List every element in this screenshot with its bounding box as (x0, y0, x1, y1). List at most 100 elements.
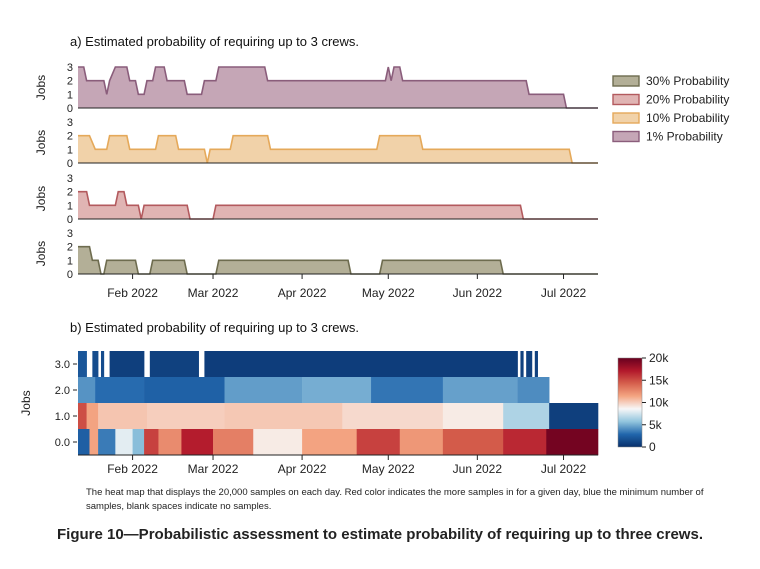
heatmap-cell (371, 377, 444, 404)
y-tick-label: 0.0 (55, 437, 70, 449)
heatmap-cell (517, 377, 550, 404)
y-tick-label: 2.0 (55, 385, 70, 397)
y-axis-label: Jobs (34, 241, 48, 266)
legend-label-p30: 30% Probability (646, 74, 729, 88)
legend-swatch-p1 (612, 130, 640, 143)
legend-label-p1: 1% Probability (646, 130, 723, 144)
chart-a-x-axis: Feb 2022 Mar 2022 Apr 2022 May 2022 Jun 2022… (107, 274, 587, 300)
line-p30 (78, 245, 598, 275)
chart-b-heatmap (78, 351, 599, 456)
y-tick-label: 1.0 (55, 411, 70, 423)
heatmap-cell (534, 351, 538, 378)
y-tick-label: 3 (67, 62, 73, 74)
heatmap-cell (526, 351, 533, 378)
x-tick-label: Mar 2022 (188, 286, 239, 300)
x-tick-label: Apr 2022 (278, 462, 327, 476)
y-tick-label: 1 (67, 144, 73, 156)
heatmap-cell (146, 403, 225, 430)
x-tick-label: Jun 2022 (453, 462, 503, 476)
heatmap-cell (204, 351, 518, 378)
heatmap-cell (78, 429, 90, 456)
heatmap-cell (98, 403, 148, 430)
y-tick-label: 3 (67, 228, 73, 240)
y-tick-label: 3 (67, 117, 73, 129)
y-tick-label: 1 (67, 89, 73, 101)
heatmap-cell (442, 377, 518, 404)
colorbar-gradient (617, 357, 643, 448)
chart-b-colorbar: 0 5k 10k 15k 20k (617, 351, 669, 454)
heatmap-cell (503, 429, 547, 456)
heatmap-cell (92, 351, 99, 378)
legend-swatch-p20 (612, 93, 640, 106)
legend-swatch-p30 (612, 75, 640, 87)
colorbar-tick-label: 5k (649, 418, 663, 432)
y-tick-label: 2 (67, 76, 73, 88)
x-tick-label: Jul 2022 (541, 462, 587, 476)
x-tick-label: Jun 2022 (453, 286, 503, 300)
y-tick-label: 1 (67, 255, 73, 267)
heatmap-cell (442, 403, 504, 430)
heatmap-cell (149, 351, 199, 378)
chart-b-y-axis: 0.0 1.0 2.0 3.0 Jobs (19, 359, 77, 449)
y-tick-label: 3.0 (55, 359, 70, 371)
y-tick-label: 3 (67, 173, 73, 185)
heatmap-cell (86, 403, 99, 430)
chart-a-legend: 30% Probability 20% Probability 10% Probab… (612, 74, 729, 144)
y-tick-label: 2 (67, 187, 73, 199)
heatmap-cell (78, 403, 87, 430)
y-tick-label: 0 (67, 269, 73, 281)
heatmap-row-1.0 (78, 403, 599, 430)
heatmap-cell (399, 429, 444, 456)
y-tick-label: 0 (67, 158, 73, 170)
heatmap-cell (302, 377, 372, 404)
heatmap-cell (546, 429, 599, 456)
heatmap-cell (115, 429, 133, 456)
y-tick-label: 2 (67, 131, 73, 143)
line-p1 (78, 66, 598, 109)
y-tick-label: 2 (67, 242, 73, 254)
heatmap-row-3.0 (78, 351, 538, 378)
y-tick-label: 1 (67, 200, 73, 212)
y-axis-label: Jobs (34, 186, 48, 211)
panel-p20: Jobs 0 12 3 (34, 173, 598, 226)
heatmap-cell (78, 377, 96, 404)
heatmap-cell (503, 403, 550, 430)
y-tick-label: 0 (67, 103, 73, 115)
y-axis-label: Jobs (34, 130, 48, 155)
heatmap-cell (100, 351, 105, 378)
area-p1 (78, 67, 598, 108)
chart-b-title: b) Estimated probability of requiring up… (70, 320, 359, 335)
heatmap-cell (224, 403, 343, 430)
y-axis-label: Jobs (34, 75, 48, 100)
heatmap-cell (144, 429, 159, 456)
heatmap-cell (356, 429, 401, 456)
heatmap-cell (95, 377, 145, 404)
heatmap-cell (549, 403, 599, 430)
heatmap-cell (98, 429, 116, 456)
heatmap-cell (224, 377, 303, 404)
x-tick-label: Mar 2022 (188, 462, 239, 476)
heatmap-row-2.0 (78, 377, 550, 404)
x-tick-label: Jul 2022 (541, 286, 587, 300)
x-tick-label: Apr 2022 (278, 286, 327, 300)
heatmap-cell (158, 429, 182, 456)
legend-label-p10: 10% Probability (646, 111, 729, 125)
y-tick-label: 0 (67, 214, 73, 226)
x-tick-label: Feb 2022 (107, 462, 158, 476)
chart-a-title: a) Estimated probability of requiring up… (70, 34, 359, 49)
panel-p10: Jobs 0 12 3 (34, 117, 598, 170)
heatmap-cell (342, 403, 444, 430)
heatmap-cell (520, 351, 524, 378)
legend-swatch-p10 (612, 112, 640, 124)
colorbar-tick-label: 20k (649, 351, 669, 365)
heatmap-cell (89, 429, 99, 456)
heatmap-note: The heat map that displays the 20,000 sa… (86, 487, 704, 512)
heatmap-cell (144, 377, 225, 404)
heatmap-cell (253, 429, 303, 456)
heatmap-cell (181, 429, 214, 456)
legend-label-p20: 20% Probability (646, 93, 729, 107)
heatmap-cell (132, 429, 145, 456)
x-tick-label: May 2022 (362, 462, 415, 476)
